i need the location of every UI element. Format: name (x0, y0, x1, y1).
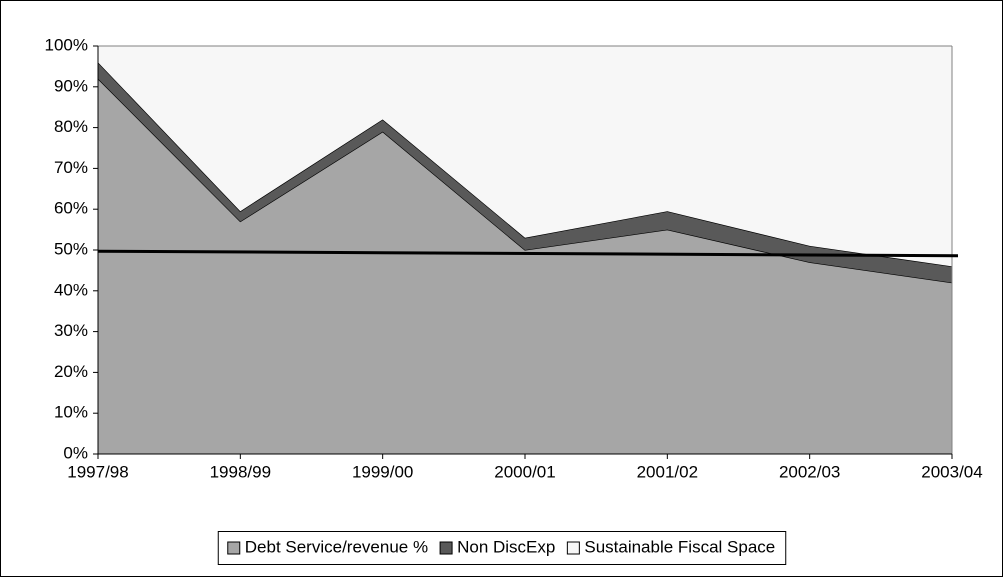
y-tick-label: 0% (63, 443, 88, 462)
legend-label: Sustainable Fiscal Space (584, 537, 775, 556)
area (98, 46, 952, 267)
x-tick-label: 1999/00 (352, 462, 413, 481)
x-tick-label: 2000/01 (494, 462, 555, 481)
x-tick-label: 2002/03 (779, 462, 840, 481)
y-tick-label: 10% (54, 403, 88, 422)
y-tick-label: 100% (45, 35, 88, 54)
legend: Debt Service/revenue % Non DiscExp Sustain… (217, 531, 787, 565)
y-tick-label: 60% (54, 199, 88, 218)
legend-swatch (439, 541, 453, 555)
legend-swatch (227, 541, 241, 555)
legend-label: Non DiscExp (457, 537, 555, 556)
x-tick-label: 2003/04 (921, 462, 982, 481)
legend-swatch (566, 541, 580, 555)
y-tick-label: 30% (54, 321, 88, 340)
area (98, 78, 952, 454)
area (98, 62, 952, 283)
x-tick-label: 1997/98 (67, 462, 128, 481)
legend-box (217, 531, 787, 565)
y-tick-label: 90% (54, 76, 88, 95)
x-tick-label: 1998/99 (210, 462, 271, 481)
threshold-line (97, 249, 959, 258)
y-tick-label: 40% (54, 280, 88, 299)
y-tick-label: 80% (54, 117, 88, 136)
y-tick-label: 20% (54, 362, 88, 381)
legend-label: Debt Service/revenue % (245, 537, 428, 556)
x-tick-label: 2001/02 (637, 462, 698, 481)
y-tick-label: 50% (54, 239, 88, 258)
y-tick-label: 70% (54, 158, 88, 177)
